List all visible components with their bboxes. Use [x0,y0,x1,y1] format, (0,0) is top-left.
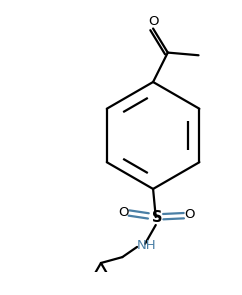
Text: O: O [184,208,195,221]
Text: O: O [148,14,158,27]
Text: NH: NH [136,239,156,252]
Text: S: S [152,209,162,224]
Text: O: O [118,206,129,219]
